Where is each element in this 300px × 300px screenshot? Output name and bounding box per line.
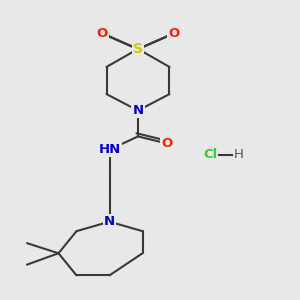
Text: Cl: Cl (203, 148, 217, 161)
Text: O: O (96, 27, 108, 40)
Text: O: O (161, 137, 172, 150)
Text: HN: HN (98, 143, 121, 156)
Text: O: O (168, 27, 180, 40)
Text: S: S (133, 42, 143, 56)
Text: N: N (132, 104, 144, 117)
Text: N: N (104, 215, 115, 228)
Text: H: H (234, 148, 243, 161)
